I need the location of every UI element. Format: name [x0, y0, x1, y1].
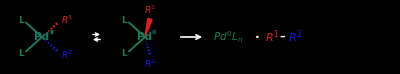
Text: ·: ·	[255, 30, 259, 44]
Text: II: II	[49, 30, 54, 34]
Text: Pd: Pd	[34, 32, 50, 42]
Text: L: L	[121, 16, 127, 25]
Text: Pd: Pd	[138, 32, 152, 42]
Text: –: –	[279, 32, 285, 42]
Text: $Pd^0L_n$: $Pd^0L_n$	[213, 29, 244, 45]
Text: $R^1$: $R^1$	[144, 4, 156, 16]
Text: L: L	[18, 49, 24, 58]
Text: L: L	[18, 16, 24, 25]
Text: 0: 0	[152, 30, 156, 34]
Text: $R^2$: $R^2$	[288, 29, 303, 45]
Text: $R^2$: $R^2$	[144, 58, 156, 70]
Text: $R^2$: $R^2$	[61, 48, 73, 61]
Text: L: L	[121, 49, 127, 58]
Text: $R^1$: $R^1$	[265, 29, 280, 45]
Polygon shape	[145, 18, 152, 37]
Text: $R^1$: $R^1$	[61, 13, 74, 26]
